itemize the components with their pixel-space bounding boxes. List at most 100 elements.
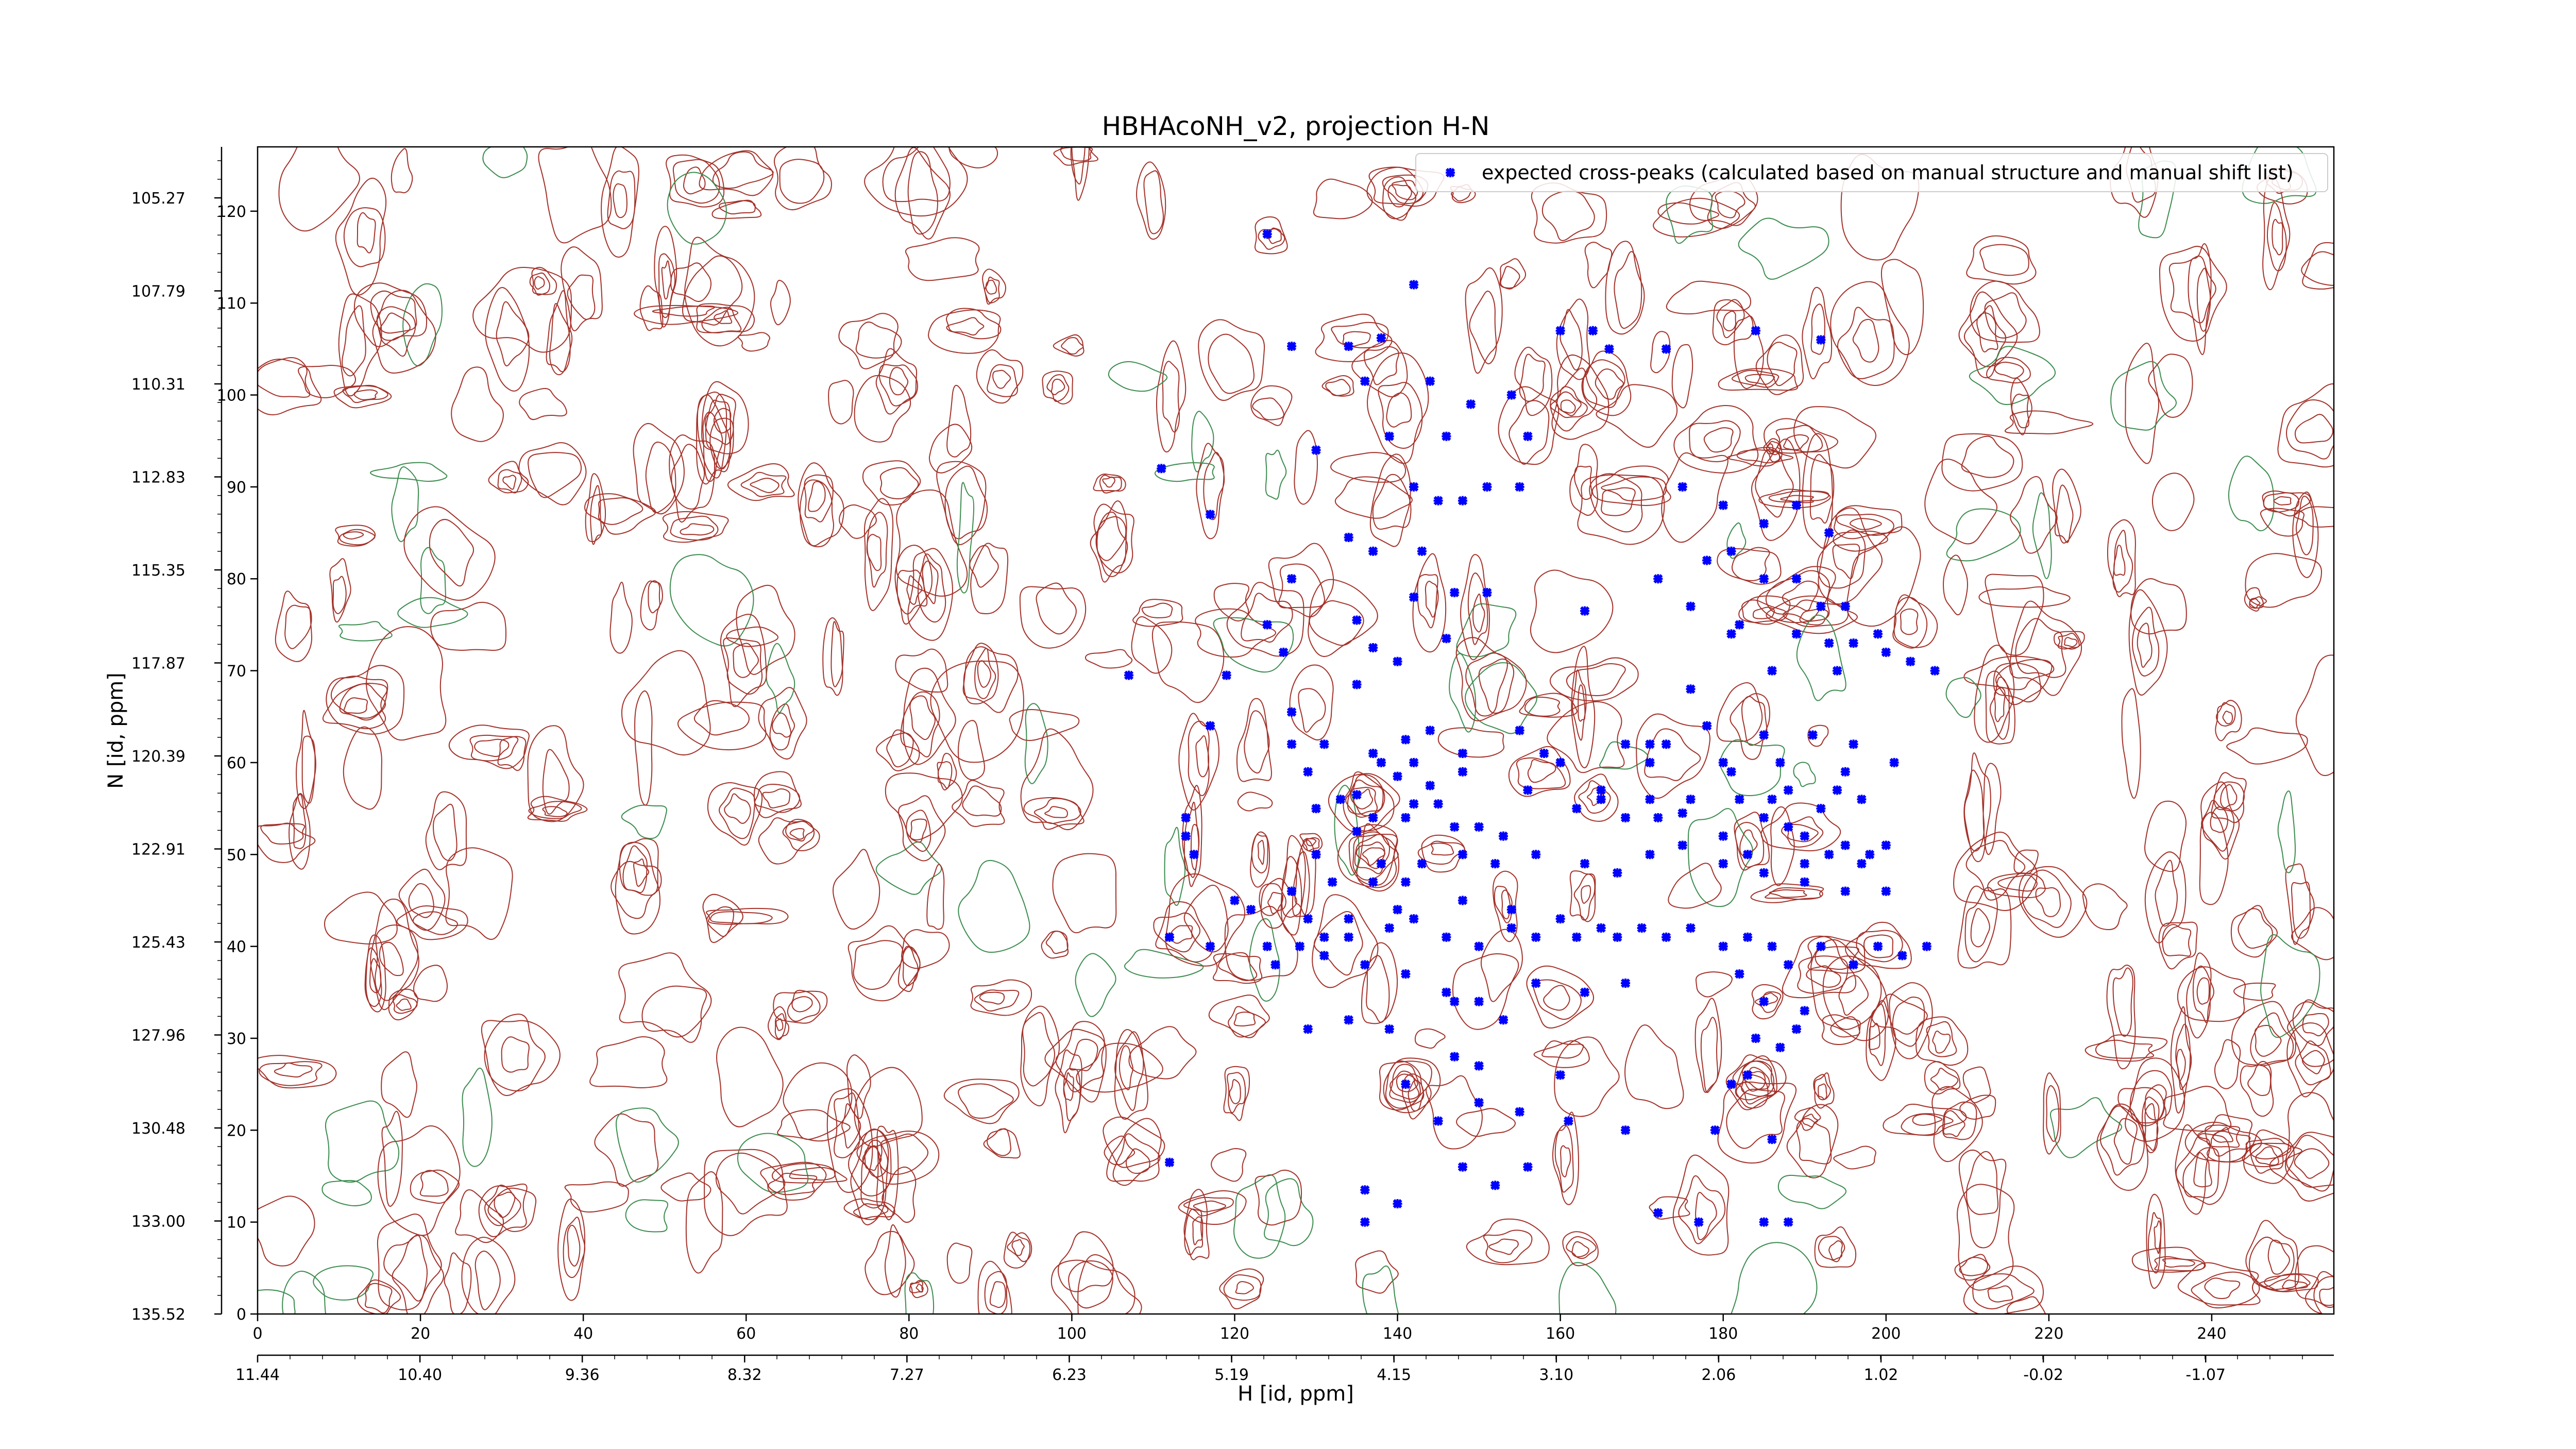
contour-line — [1985, 574, 2044, 656]
contour-line — [1782, 580, 1819, 612]
contour-line — [527, 725, 584, 822]
ppm-y-tick-label: 120.39 — [131, 748, 185, 766]
contour-line — [898, 795, 946, 862]
contour-line — [1582, 359, 1625, 408]
contour-line — [1672, 1154, 1730, 1256]
contour-line — [1578, 780, 1611, 814]
contour-line — [1892, 597, 1928, 649]
contour-line — [258, 1055, 337, 1089]
cross-peak-marker — [1759, 1217, 1769, 1227]
contour-line — [696, 303, 755, 333]
contour-line — [1257, 839, 1265, 865]
cross-peak-marker — [1393, 771, 1402, 781]
cross-peak-marker — [1784, 785, 1793, 795]
cross-peak-marker — [1393, 656, 1402, 666]
contour-line — [779, 159, 825, 204]
contour-line — [1744, 374, 1775, 385]
contour-line — [2129, 1070, 2173, 1124]
contour-line — [462, 1067, 493, 1167]
cross-peak-marker — [1620, 739, 1631, 749]
contour-line — [1244, 710, 1270, 774]
contour-line — [989, 1281, 1006, 1308]
contour-line — [1781, 816, 1824, 848]
contour-line — [1106, 1118, 1162, 1182]
contour-line — [469, 734, 519, 762]
legend-marker-glyph — [1445, 167, 1455, 178]
contour-line — [2177, 1262, 2261, 1306]
cross-peak-marker — [1523, 1162, 1533, 1172]
contour-line — [333, 385, 392, 409]
contour-line — [1978, 586, 2071, 608]
contour-line — [448, 724, 530, 769]
contour-line — [2319, 1287, 2334, 1306]
cross-peak-marker — [1319, 951, 1329, 961]
contour-line — [1292, 839, 1316, 917]
cross-peak-marker — [1474, 822, 1484, 832]
contour-line — [567, 1224, 581, 1267]
contour-line — [326, 665, 405, 735]
contour-line — [2125, 343, 2160, 464]
contour-line — [379, 312, 411, 341]
contour-line — [329, 558, 351, 623]
cross-peak-marker — [1181, 813, 1191, 823]
cross-peak-marker — [1677, 840, 1687, 850]
contour-line — [1818, 1083, 1827, 1100]
contour-line — [895, 648, 948, 693]
contour-line — [1695, 971, 1733, 998]
contour-line — [672, 159, 720, 204]
cross-peak-marker — [1832, 785, 1842, 795]
y-axis-label: N [id, ppm] — [104, 672, 128, 789]
cross-peak-marker — [1922, 941, 1931, 951]
contour-line — [370, 290, 417, 334]
contour-line — [370, 462, 448, 482]
x-tick-label: 160 — [1546, 1325, 1575, 1343]
x-tick-label: 100 — [1057, 1325, 1087, 1343]
contour-line — [896, 569, 928, 615]
cross-peak-marker — [1897, 951, 1907, 961]
contour-line — [474, 738, 510, 757]
cross-peak-marker — [1295, 941, 1305, 951]
cross-peak-marker — [1816, 803, 1826, 814]
contour-line — [1768, 491, 1829, 503]
contour-line — [1722, 310, 1737, 331]
contour-line — [774, 147, 832, 211]
contour-line — [1362, 847, 1386, 866]
contour-line — [1249, 918, 1280, 1002]
contour-line — [2013, 849, 2039, 874]
contour-line — [937, 761, 953, 789]
cross-peak-marker — [1303, 914, 1313, 924]
cross-peak-marker — [1775, 1042, 1785, 1052]
contour-line — [1549, 657, 1639, 702]
contour-line — [661, 260, 672, 300]
ppm-y-tick-label: 115.35 — [131, 562, 185, 580]
ppm-x-tick-label: 4.15 — [1377, 1366, 1411, 1384]
contour-line — [970, 543, 1009, 614]
contour-line — [1863, 934, 1893, 958]
contour-line — [957, 720, 985, 781]
contour-line — [613, 183, 628, 218]
contour-line — [1852, 318, 1879, 363]
contour-line — [860, 1145, 885, 1209]
contour-line — [828, 380, 854, 425]
contour-line — [2255, 1146, 2279, 1166]
contour-line — [1717, 548, 1782, 585]
contour-line — [1233, 1012, 1256, 1026]
cross-peak-marker — [1352, 827, 1362, 836]
cross-peak-marker — [1645, 795, 1655, 804]
contour-line — [1755, 334, 1804, 395]
contour-layer — [258, 147, 2334, 1314]
cross-peak-marker — [1580, 606, 1590, 616]
contour-line — [482, 147, 528, 178]
contour-line — [1055, 1021, 1105, 1092]
contour-line — [332, 576, 347, 614]
contour-line — [753, 771, 802, 818]
contour-line — [946, 317, 985, 336]
contour-line — [298, 365, 356, 398]
contour-line — [1235, 1281, 1254, 1294]
contour-line — [2286, 1022, 2334, 1098]
contour-line — [494, 1191, 516, 1218]
contour-line — [1802, 287, 1833, 380]
contour-line — [2144, 1084, 2167, 1121]
contour-line — [2099, 1103, 2145, 1176]
contour-line — [864, 1146, 882, 1171]
